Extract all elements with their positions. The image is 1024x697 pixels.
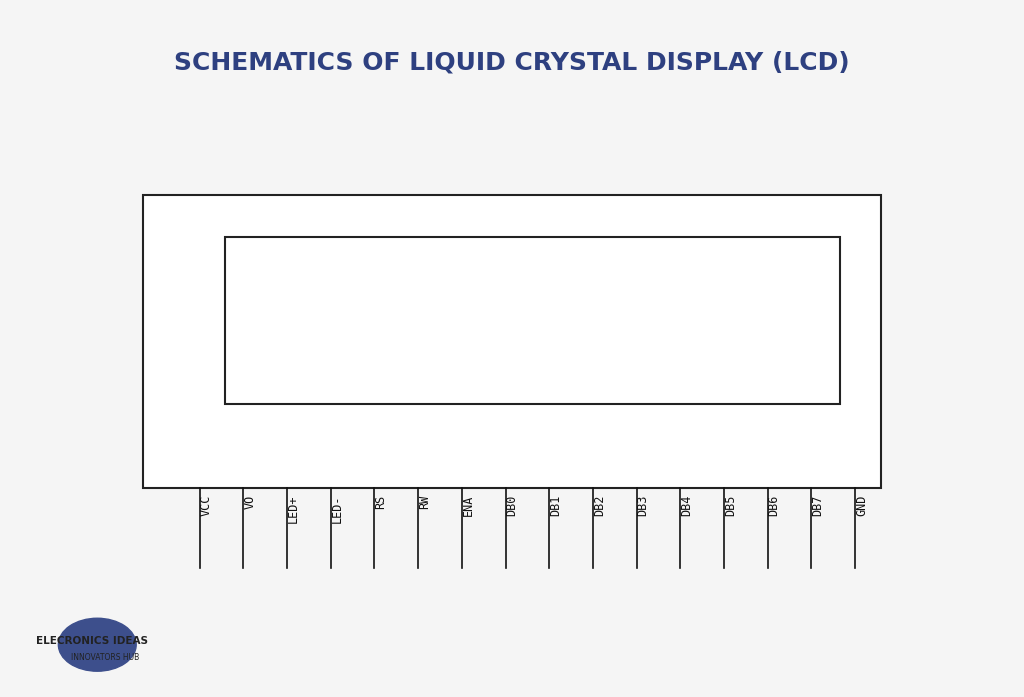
Text: INNOVATORS HUB: INNOVATORS HUB xyxy=(72,653,139,661)
Text: VO: VO xyxy=(244,495,256,509)
Text: DB6: DB6 xyxy=(768,495,780,516)
Text: DB0: DB0 xyxy=(506,495,518,516)
Text: DB3: DB3 xyxy=(637,495,649,516)
Text: DB2: DB2 xyxy=(593,495,606,516)
Bar xyxy=(225,237,840,404)
Text: SCHEMATICS OF LIQUID CRYSTAL DISPLAY (LCD): SCHEMATICS OF LIQUID CRYSTAL DISPLAY (LC… xyxy=(174,51,850,75)
Text: LED+: LED+ xyxy=(287,495,300,523)
Text: RW: RW xyxy=(418,495,431,509)
Text: DB4: DB4 xyxy=(680,495,693,516)
Text: ENA: ENA xyxy=(462,495,475,516)
Text: VCC: VCC xyxy=(200,495,213,516)
Text: DB5: DB5 xyxy=(724,495,737,516)
Text: RS: RS xyxy=(375,495,387,509)
Text: LED-: LED- xyxy=(331,495,344,523)
Text: GND: GND xyxy=(855,495,868,516)
Text: DB1: DB1 xyxy=(549,495,562,516)
Circle shape xyxy=(58,618,136,671)
Text: ELECRONICS IDEAS: ELECRONICS IDEAS xyxy=(36,636,148,646)
Text: DB7: DB7 xyxy=(811,495,824,516)
Bar xyxy=(143,195,881,488)
